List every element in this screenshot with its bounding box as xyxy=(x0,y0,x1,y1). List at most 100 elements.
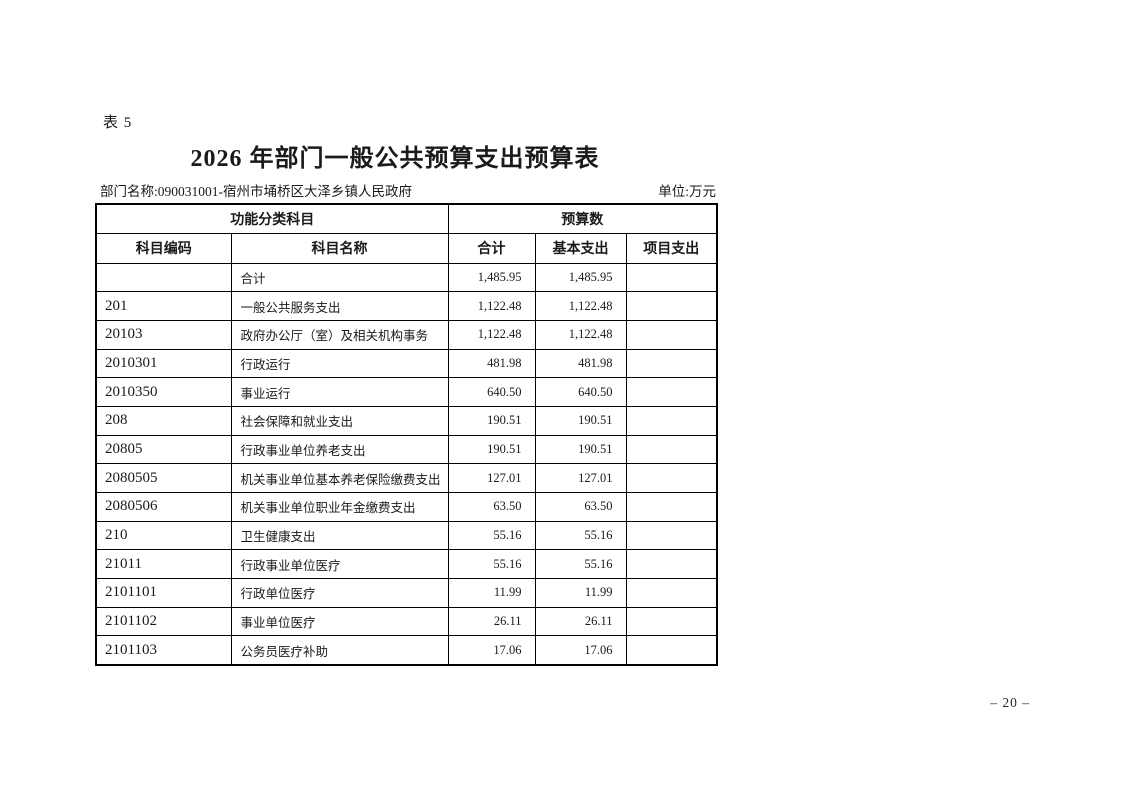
table-row: 合计 1,485.95 1,485.95 xyxy=(95,262,718,293)
basic-expenditure-cell: 55.16 xyxy=(534,549,627,580)
subject-name-cell: 机关事业单位基本养老保险缴费支出 xyxy=(230,463,449,493)
project-expenditure-cell xyxy=(625,434,718,465)
page-title: 2026 年部门一般公共预算支出预算表 xyxy=(190,146,600,172)
table-row: 2101102 事业单位医疗 26.11 26.11 xyxy=(95,606,718,637)
column-header-basic-expenditure: 基本支出 xyxy=(534,232,627,264)
total-value-cell: 55.16 xyxy=(447,549,536,580)
subject-code-cell: 2080505 xyxy=(95,463,232,493)
basic-expenditure-cell: 63.50 xyxy=(534,492,627,522)
total-value-cell: 63.50 xyxy=(447,492,536,522)
unit-label: 单位:万元 xyxy=(658,184,716,199)
total-value-cell: 11.99 xyxy=(447,578,536,608)
table-row: 20103 政府办公厅（室）及相关机构事务 1,122.48 1,122.48 xyxy=(95,319,718,350)
table-body: 合计 1,485.95 1,485.95 201 一般公共服务支出 1,122.… xyxy=(95,262,718,666)
subject-code-cell: 2101101 xyxy=(95,578,232,608)
total-value-cell: 1,122.48 xyxy=(447,291,536,321)
subject-code-cell: 20103 xyxy=(95,319,232,350)
table-row: 2080505 机关事业单位基本养老保险缴费支出 127.01 127.01 xyxy=(95,463,718,493)
page-number: – 20 – xyxy=(990,695,1030,710)
total-value-cell: 1,485.95 xyxy=(447,262,536,293)
project-expenditure-cell xyxy=(625,291,718,321)
project-expenditure-cell xyxy=(625,463,718,493)
subject-code-cell: 210 xyxy=(95,520,232,551)
project-expenditure-cell xyxy=(625,492,718,522)
subject-code-cell: 20805 xyxy=(95,434,232,465)
total-value-cell: 190.51 xyxy=(447,405,536,436)
basic-expenditure-cell: 11.99 xyxy=(534,578,627,608)
basic-expenditure-cell: 190.51 xyxy=(534,434,627,465)
total-value-cell: 190.51 xyxy=(447,434,536,465)
subject-name-cell: 卫生健康支出 xyxy=(230,520,449,551)
total-value-cell: 1,122.48 xyxy=(447,319,536,350)
basic-expenditure-cell: 1,485.95 xyxy=(534,262,627,293)
project-expenditure-cell xyxy=(625,578,718,608)
subject-name-cell: 行政单位医疗 xyxy=(230,578,449,608)
subject-name-cell: 行政事业单位养老支出 xyxy=(230,434,449,465)
table-row: 21011 行政事业单位医疗 55.16 55.16 xyxy=(95,549,718,580)
project-expenditure-cell xyxy=(625,348,718,379)
basic-expenditure-cell: 1,122.48 xyxy=(534,319,627,350)
subject-name-cell: 行政事业单位医疗 xyxy=(230,549,449,580)
basic-expenditure-cell: 17.06 xyxy=(534,635,627,666)
header-functional-classification: 功能分类科目 xyxy=(95,203,449,234)
table-row: 20805 行政事业单位养老支出 190.51 190.51 xyxy=(95,434,718,465)
subject-name-cell: 政府办公厅（室）及相关机构事务 xyxy=(230,319,449,350)
total-value-cell: 55.16 xyxy=(447,520,536,551)
basic-expenditure-cell: 481.98 xyxy=(534,348,627,379)
subject-code-cell: 2080506 xyxy=(95,492,232,522)
header-budget-amount: 预算数 xyxy=(447,203,718,234)
department-name: 部门名称:090031001-宿州市埇桥区大泽乡镇人民政府 xyxy=(100,184,412,199)
project-expenditure-cell xyxy=(625,405,718,436)
subject-name-cell: 合计 xyxy=(230,262,449,293)
total-value-cell: 26.11 xyxy=(447,606,536,637)
table-row: 2101103 公务员医疗补助 17.06 17.06 xyxy=(95,635,718,666)
table-row: 2010350 事业运行 640.50 640.50 xyxy=(95,377,718,407)
column-header-project-expenditure: 项目支出 xyxy=(625,232,718,264)
subject-code-cell: 2010301 xyxy=(95,348,232,379)
table-row: 208 社会保障和就业支出 190.51 190.51 xyxy=(95,405,718,436)
subject-code-cell xyxy=(95,262,232,293)
project-expenditure-cell xyxy=(625,319,718,350)
table-row: 201 一般公共服务支出 1,122.48 1,122.48 xyxy=(95,291,718,321)
subject-name-cell: 行政运行 xyxy=(230,348,449,379)
subject-code-cell: 21011 xyxy=(95,549,232,580)
budget-table: 功能分类科目 预算数 科目编码 科目名称 合计 基本支出 项目支出 合计 1,4… xyxy=(95,203,718,666)
project-expenditure-cell xyxy=(625,549,718,580)
subject-code-cell: 201 xyxy=(95,291,232,321)
column-header-row: 科目编码 科目名称 合计 基本支出 项目支出 xyxy=(95,232,718,264)
basic-expenditure-cell: 55.16 xyxy=(534,520,627,551)
meta-line: 部门名称:090031001-宿州市埇桥区大泽乡镇人民政府 单位:万元 xyxy=(100,180,716,200)
total-value-cell: 640.50 xyxy=(447,377,536,407)
subject-name-cell: 事业运行 xyxy=(230,377,449,407)
subject-code-cell: 208 xyxy=(95,405,232,436)
column-header-subject-code: 科目编码 xyxy=(95,232,232,264)
subject-name-cell: 社会保障和就业支出 xyxy=(230,405,449,436)
basic-expenditure-cell: 640.50 xyxy=(534,377,627,407)
subject-name-cell: 事业单位医疗 xyxy=(230,606,449,637)
basic-expenditure-cell: 127.01 xyxy=(534,463,627,493)
table-row: 2101101 行政单位医疗 11.99 11.99 xyxy=(95,578,718,608)
subject-name-cell: 一般公共服务支出 xyxy=(230,291,449,321)
column-header-subject-name: 科目名称 xyxy=(230,232,449,264)
subject-code-cell: 2101103 xyxy=(95,635,232,666)
table-row: 210 卫生健康支出 55.16 55.16 xyxy=(95,520,718,551)
group-header-row: 功能分类科目 预算数 xyxy=(95,203,718,234)
project-expenditure-cell xyxy=(625,377,718,407)
total-value-cell: 17.06 xyxy=(447,635,536,666)
project-expenditure-cell xyxy=(625,635,718,666)
subject-code-cell: 2101102 xyxy=(95,606,232,637)
subject-name-cell: 机关事业单位职业年金缴费支出 xyxy=(230,492,449,522)
table-label: 表 5 xyxy=(103,115,133,131)
table-header: 功能分类科目 预算数 科目编码 科目名称 合计 基本支出 项目支出 xyxy=(95,203,718,264)
basic-expenditure-cell: 1,122.48 xyxy=(534,291,627,321)
subject-name-cell: 公务员医疗补助 xyxy=(230,635,449,666)
table-row: 2010301 行政运行 481.98 481.98 xyxy=(95,348,718,379)
basic-expenditure-cell: 26.11 xyxy=(534,606,627,637)
table-row: 2080506 机关事业单位职业年金缴费支出 63.50 63.50 xyxy=(95,492,718,522)
total-value-cell: 127.01 xyxy=(447,463,536,493)
project-expenditure-cell xyxy=(625,520,718,551)
project-expenditure-cell xyxy=(625,606,718,637)
subject-code-cell: 2010350 xyxy=(95,377,232,407)
total-value-cell: 481.98 xyxy=(447,348,536,379)
